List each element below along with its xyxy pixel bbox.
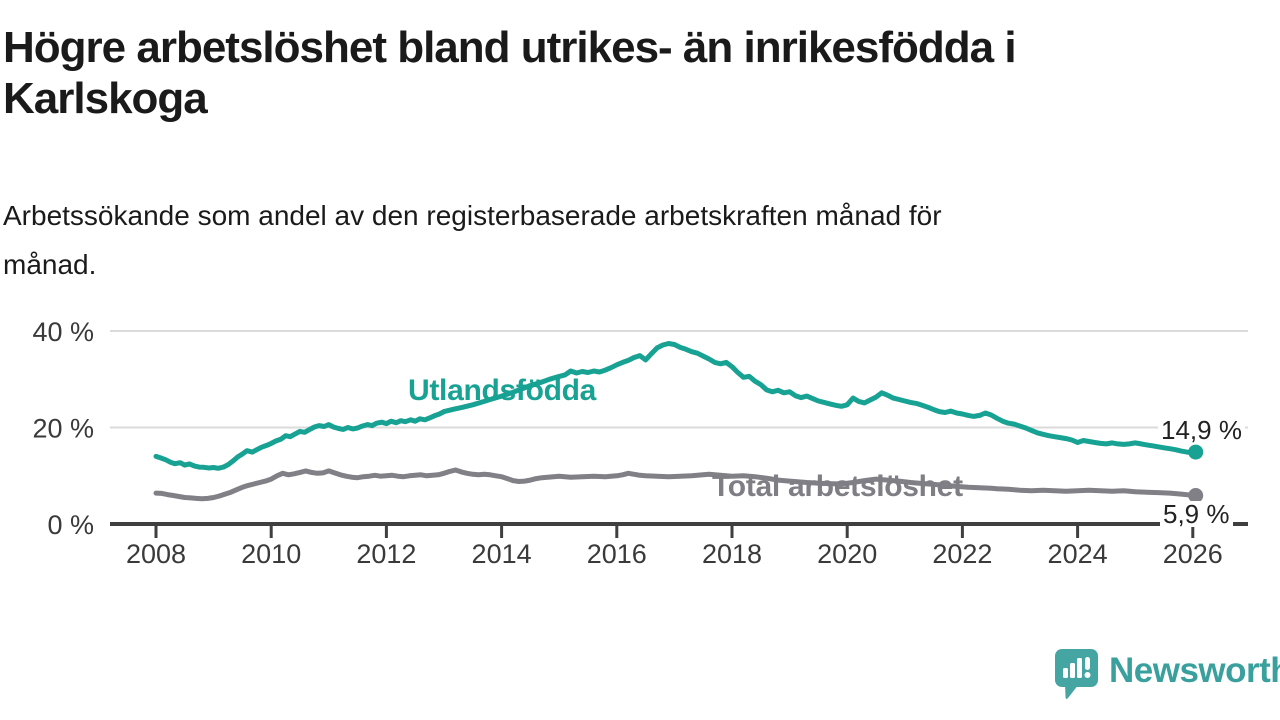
end-dot-utlandsfodda	[1188, 444, 1204, 460]
logo-bubble-tail	[1065, 684, 1079, 699]
y-axis-tick-label: 0 %	[47, 510, 94, 540]
y-axis-tick-label: 20 %	[32, 414, 94, 444]
chart-title-line2: Karlskoga	[3, 74, 208, 123]
x-axis-tick-label: 2022	[932, 539, 992, 569]
x-axis-tick-label: 2016	[587, 539, 647, 569]
x-axis-tick-label: 2026	[1163, 539, 1223, 569]
series-line-total-arbetsloshet	[153, 467, 1199, 502]
newsworthy-logo-text: Newsworthy	[1109, 651, 1280, 690]
series-label-utlandsfodda: Utlandsfödda	[408, 374, 597, 407]
y-axis-tick-label: 40 %	[32, 317, 94, 347]
newsworthy-logo-icon	[1055, 649, 1098, 699]
x-axis-tick-label: 2012	[356, 539, 416, 569]
newsworthy-logo[interactable]: Newsworthy	[1054, 648, 1280, 700]
logo-exclamation-dot-icon	[1084, 672, 1091, 678]
series-line-utlandsfodda	[153, 341, 1199, 471]
chart-subtitle: Arbetssökande som andel av den registerb…	[3, 200, 942, 280]
logo-bar-tall-icon	[1077, 658, 1082, 678]
end-value-label-total: 5,9 %	[1160, 501, 1233, 527]
logo-bar-small-icon	[1063, 668, 1068, 678]
end-value-label-utlandsfodda: 14,9 %	[1158, 417, 1245, 443]
x-axis-tick-label: 2020	[817, 539, 877, 569]
chart-title: Högre arbetslöshet bland utrikes- än inr…	[3, 22, 1017, 124]
x-axis-tick-label: 2018	[702, 539, 762, 569]
x-axis-tick-label: 2008	[126, 539, 186, 569]
end-dot-total-arbetsloshet	[1188, 488, 1204, 503]
logo-bubble	[1055, 649, 1098, 687]
chart-title-line1: Högre arbetslöshet bland utrikes- än inr…	[3, 23, 1017, 72]
x-axis-tick-label: 2024	[1048, 539, 1108, 569]
x-axis-tick-label: 2014	[472, 539, 532, 569]
logo-exclamation-bar-icon	[1085, 657, 1090, 670]
series-label-total-arbetsloshet: Total arbetslöshet	[712, 470, 963, 503]
x-axis-tick-label: 2010	[241, 539, 301, 569]
logo-bar-medium-icon	[1070, 663, 1075, 678]
